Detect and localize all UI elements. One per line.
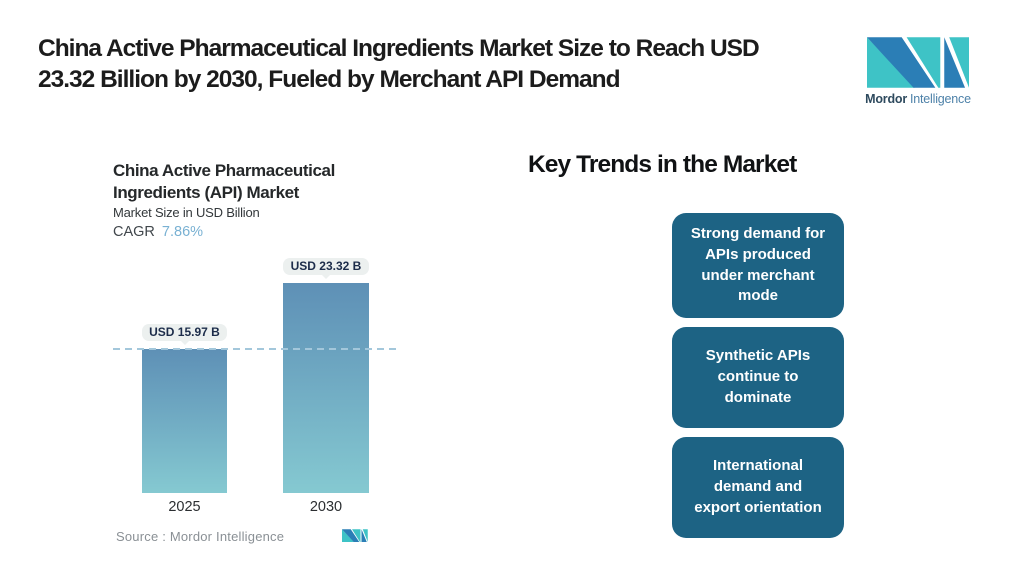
trend-card-international-demand: International demand and export orientat… [672, 437, 844, 538]
page-title: China Active Pharmaceutical Ingredients … [38, 35, 760, 93]
mordor-logo-mini-icon [342, 529, 368, 542]
x-axis-label: 2030 [309, 499, 343, 515]
source-caption: Source : Mordor Intelligence [116, 529, 285, 544]
brand-name-light: Intelligence [910, 92, 971, 106]
trends-heading: Key Trends in the Market [528, 151, 797, 178]
x-axis-label: 2025 [168, 499, 201, 515]
cagr-label: CAGR [113, 224, 155, 240]
trend-card-synthetic-apis: Synthetic APIs continue to dominate [672, 327, 844, 428]
bar [142, 349, 227, 493]
cagr-value: 7.86% [161, 224, 204, 240]
mordor-logo-icon [866, 37, 969, 88]
reference-line [113, 348, 400, 350]
bar-value-pill: USD 15.97 B [142, 324, 227, 341]
brand-wordmark: Mordor Intelligence [858, 92, 978, 106]
bar [283, 283, 369, 493]
chart-subtitle: Market Size in USD Billion [113, 205, 260, 220]
brand-logo: Mordor Intelligence [858, 36, 978, 106]
bar-value-pill: USD 23.32 B [283, 258, 369, 275]
trend-card-merchant-mode: Strong demand for APIs produced under me… [672, 213, 844, 318]
cagr-row: CAGR 7.86% [113, 224, 203, 240]
chart-title: China Active Pharmaceutical Ingredients … [113, 161, 335, 202]
brand-name-bold: Mordor [865, 92, 907, 106]
